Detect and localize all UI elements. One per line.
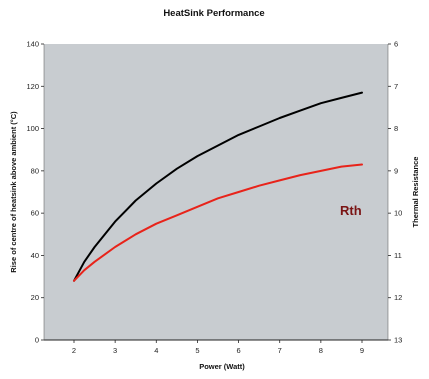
x-tick-label-3: 5: [195, 346, 199, 355]
y-tick-label-3: 60: [31, 209, 39, 218]
y-tick-label-2: 40: [31, 251, 39, 260]
y-tick-label-7: 140: [26, 40, 39, 49]
x-axis-label: Power (Watt): [199, 362, 245, 371]
x-tick-label-0: 2: [72, 346, 76, 355]
y-axis-label: Rise of centre of heatsink above ambient…: [9, 111, 18, 273]
x-tick-label-7: 9: [360, 346, 364, 355]
series-line-1: [73, 163, 363, 282]
y2-tick-label-3: 9: [394, 166, 398, 175]
series-line-0: [73, 91, 363, 282]
y2-tick-label-6: 12: [394, 293, 402, 302]
y-tick-label-1: 20: [31, 293, 39, 302]
y2-tick-label-5: 11: [394, 251, 402, 260]
chart-title: HeatSink Performance: [163, 8, 264, 19]
x-tick-label-1: 3: [113, 346, 117, 355]
y2-axis-label: Thermal Resistance: [411, 157, 420, 228]
x-tick-label-2: 4: [154, 346, 158, 355]
y2-tick-label-1: 7: [394, 82, 398, 91]
y2-tick-label-2: 8: [394, 124, 398, 133]
y-tick-label-5: 100: [26, 124, 39, 133]
y-tick-label-6: 120: [26, 82, 39, 91]
series-layer: [73, 91, 363, 282]
rth-annotation: Rth: [340, 203, 362, 218]
ticks-layer: 2 3 4 5 6 7 8 9 0 20 40 60 80 100 120 140 6 7 8 9 10 11 12 13: [26, 40, 402, 356]
y-tick-label-4: 80: [31, 166, 39, 175]
x-tick-label-6: 8: [319, 346, 323, 355]
x-tick-label-4: 6: [236, 346, 240, 355]
x-tick-label-5: 7: [278, 346, 282, 355]
y-tick-label-0: 0: [35, 336, 39, 345]
y2-tick-label-7: 13: [394, 336, 402, 345]
y2-tick-label-4: 10: [394, 209, 402, 218]
y2-tick-label-0: 6: [394, 40, 398, 49]
plot-area: [44, 44, 388, 340]
